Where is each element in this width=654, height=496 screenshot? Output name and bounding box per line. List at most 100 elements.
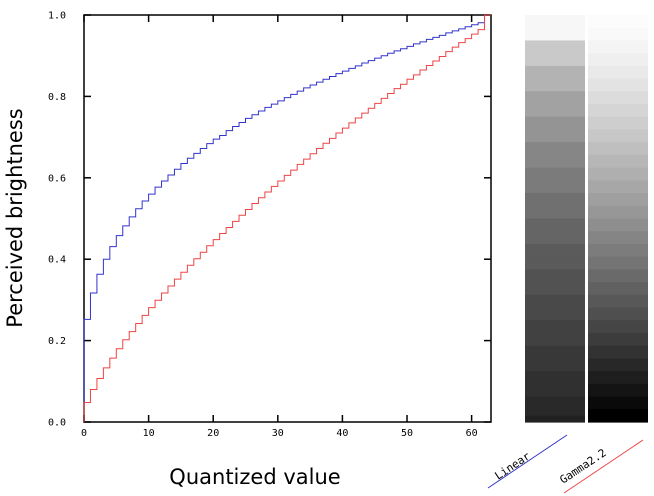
swatch-band-0-36 [525,243,585,251]
swatch-band-0-32 [525,218,585,226]
swatch-band-1-56 [588,371,648,379]
swatch-band-1-55 [588,364,648,372]
swatch-band-0-14 [525,104,585,111]
swatch-band-0-27 [525,186,585,194]
swatch-band-0-63 [525,415,585,423]
swatch-band-1-59 [588,390,648,398]
swatch-band-1-63 [588,415,648,423]
swatch-band-1-0 [588,15,648,22]
swatch-band-0-57 [525,377,585,385]
swatch-band-1-20 [588,142,648,150]
series-line-1 [83,14,491,422]
swatch-band-0-12 [525,91,585,99]
swatch-band-0-23 [525,161,585,169]
swatch-band-1-14 [588,104,648,111]
swatch-band-0-39 [525,263,585,270]
swatch-band-1-9 [588,72,648,80]
swatch-band-1-7 [588,59,648,67]
x-axis-title: Quantized value [169,465,340,489]
swatch-band-0-31 [525,212,585,220]
y-tick-label-3: 0.6 [48,173,66,184]
swatch-band-1-13 [588,97,648,105]
swatch-band-1-27 [588,186,648,194]
swatch-band-0-55 [525,364,585,372]
swatch-band-0-20 [525,142,585,150]
swatch-band-1-57 [588,377,648,385]
swatch-band-1-35 [588,237,648,245]
swatch-band-1-39 [588,263,648,270]
swatch-band-1-47 [588,313,648,321]
swatch-band-1-40 [588,269,648,277]
swatch-band-0-18 [525,129,585,137]
swatch-band-1-54 [588,358,648,366]
swatch-band-0-46 [525,307,585,315]
legend: Linear Gamma2.2 [487,434,644,494]
swatch-band-1-8 [588,65,648,73]
swatch-band-1-60 [588,396,648,404]
swatch-band-0-26 [525,180,585,188]
x-tick-label-6: 60 [466,428,478,439]
x-tick-label-2: 20 [207,428,219,439]
swatch-band-0-49 [525,326,585,334]
legend-line-linear [487,434,568,489]
gray-swatches [525,15,648,423]
swatch-band-1-53 [588,352,648,360]
swatch-band-0-0 [525,15,585,22]
series-lines [83,14,491,422]
swatch-band-0-34 [525,231,585,239]
swatch-band-1-44 [588,294,648,302]
x-tick-label-5: 50 [401,428,413,439]
swatch-band-1-42 [588,282,648,290]
swatch-band-1-49 [588,326,648,334]
swatch-band-0-30 [525,205,585,213]
swatch-band-1-11 [588,84,648,92]
legend-line-gamma [563,439,644,494]
swatch-band-0-38 [525,256,585,264]
swatch-band-0-10 [525,78,585,86]
swatch-band-1-38 [588,256,648,264]
swatch-band-1-50 [588,332,648,340]
swatch-band-0-42 [525,282,585,290]
swatch-band-0-4 [525,40,585,48]
x-tick-label-1: 10 [143,428,155,439]
x-tick-labels: 0 10 20 30 40 50 60 [81,428,478,439]
y-tick-label-5: 1.0 [48,11,66,22]
swatch-band-1-41 [588,275,648,283]
swatch-band-1-43 [588,288,648,296]
swatch-band-0-48 [525,320,585,328]
swatch-band-0-59 [525,390,585,398]
swatch-band-0-19 [525,135,585,143]
swatch-band-0-24 [525,167,585,175]
swatch-band-1-32 [588,218,648,226]
swatch-band-1-51 [588,339,648,347]
swatch-band-1-21 [588,148,648,156]
swatch-band-0-43 [525,288,585,296]
swatch-band-0-51 [525,339,585,347]
swatch-band-0-21 [525,148,585,156]
swatch-band-0-17 [525,123,585,131]
swatch-band-1-26 [588,180,648,188]
swatch-band-0-6 [525,53,585,61]
swatch-band-1-22 [588,154,648,162]
swatch-band-1-25 [588,173,648,181]
swatch-band-1-29 [588,199,648,207]
swatch-band-0-41 [525,275,585,283]
swatch-band-1-16 [588,116,648,124]
swatch-band-1-45 [588,301,648,309]
swatch-band-0-15 [525,110,585,118]
swatch-band-0-53 [525,352,585,360]
swatch-band-1-31 [588,212,648,220]
swatch-band-1-36 [588,243,648,251]
swatch-band-0-29 [525,199,585,207]
swatch-band-0-1 [525,21,585,29]
swatch-band-0-40 [525,269,585,277]
swatch-band-0-47 [525,313,585,321]
swatch-band-1-3 [588,34,648,42]
swatch-band-1-58 [588,383,648,391]
swatch-band-1-33 [588,224,648,232]
swatch-band-0-58 [525,383,585,391]
swatch-band-0-62 [525,409,585,417]
swatch-band-0-9 [525,72,585,80]
swatch-band-1-12 [588,91,648,99]
